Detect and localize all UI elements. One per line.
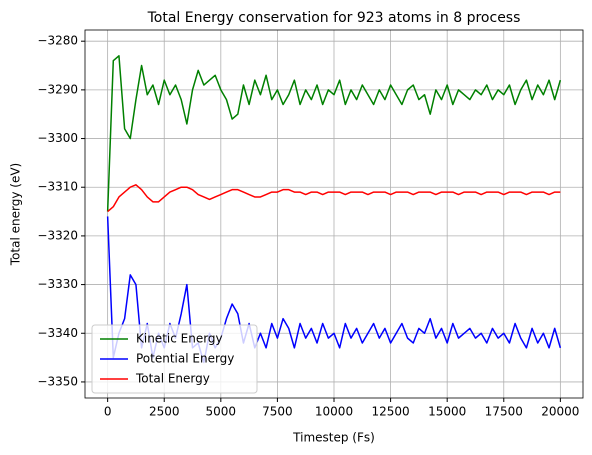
- chart-title: Total Energy conservation for 923 atoms …: [147, 10, 521, 26]
- line-series: [107, 184, 561, 213]
- x-tick-label: 12500: [371, 405, 409, 419]
- legend-label: Total Energy: [135, 372, 210, 386]
- x-tick-label: 20000: [541, 405, 579, 419]
- y-tick-label: −3340: [37, 326, 78, 340]
- x-axis-label: Timestep (Fs): [292, 431, 375, 445]
- x-tick-label: 0: [104, 405, 112, 419]
- x-tick-label: 5000: [206, 405, 237, 419]
- y-tick-label: −3280: [37, 34, 78, 48]
- line-series: [106, 216, 562, 364]
- y-tick-label: −3300: [37, 131, 78, 145]
- y-axis-label: Total energy (eV): [9, 163, 23, 266]
- y-tick-label: −3310: [37, 180, 78, 194]
- y-tick-label: −3320: [37, 228, 78, 242]
- line-series: [106, 55, 562, 212]
- legend-box: [91, 324, 258, 394]
- y-tick-label: −3290: [37, 82, 78, 96]
- x-tick-label: 15000: [428, 405, 466, 419]
- x-tick-label: 2500: [149, 405, 180, 419]
- legend: Kinetic Energy Potential Energy Total Ener…: [91, 324, 258, 394]
- x-tick-label: 10000: [315, 405, 353, 419]
- x-tick-label: 17500: [485, 405, 523, 419]
- x-tick-label: 7500: [262, 405, 293, 419]
- y-tick-label: −3330: [37, 277, 78, 291]
- legend-label: Kinetic Energy: [136, 332, 223, 346]
- axes-frame: [84, 29, 584, 399]
- y-tick-label: −3350: [37, 374, 78, 388]
- legend-label: Potential Energy: [136, 352, 234, 366]
